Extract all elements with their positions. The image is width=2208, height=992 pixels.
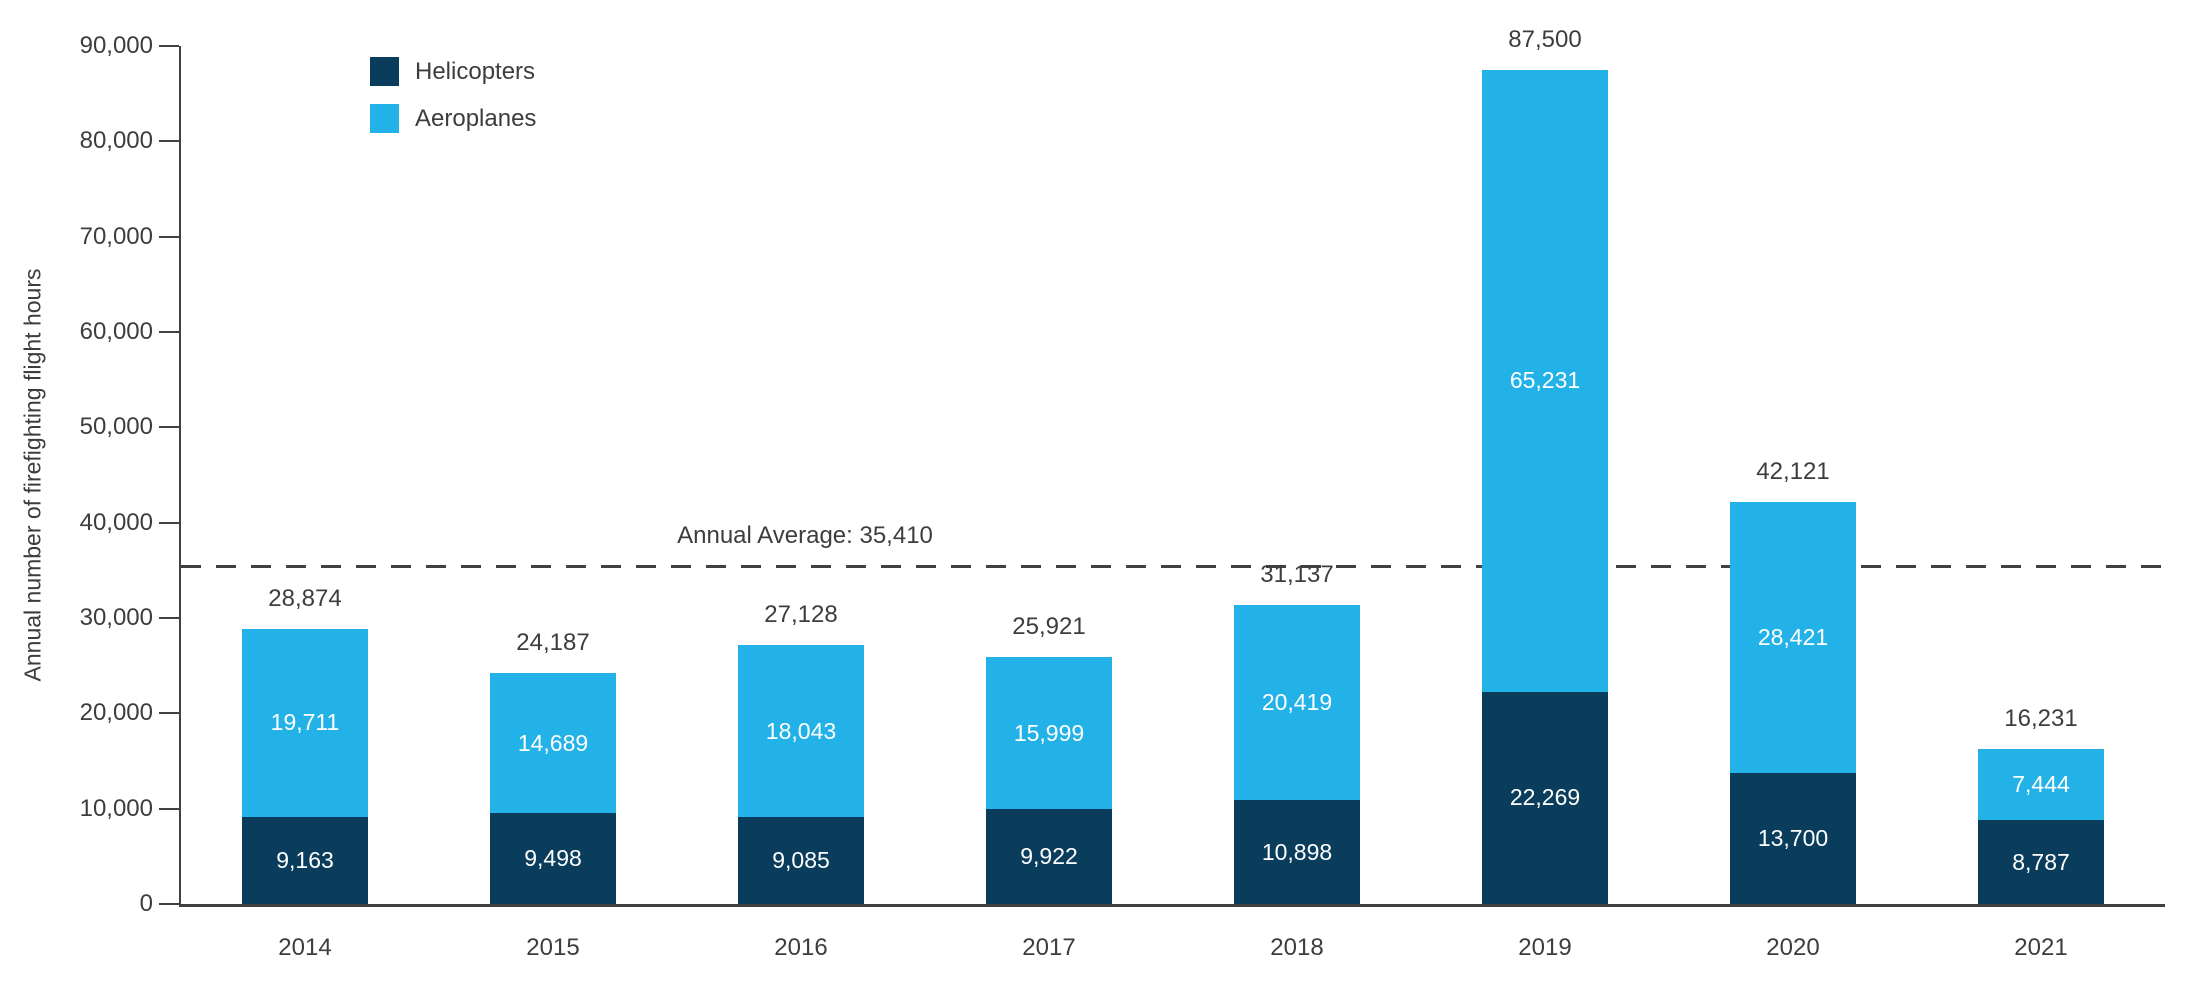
x-axis-label-2017: 2017 (1022, 934, 1076, 961)
legend-swatch-aeroplanes (370, 104, 399, 133)
bar-segment-helicopters: 22,269 (1482, 691, 1608, 904)
bar-total-label: 42,121 (1756, 458, 1830, 486)
bar-segment-helicopters: 9,085 (738, 817, 864, 904)
bar-segment-aeroplanes: 14,689 (490, 673, 616, 814)
aeroplanes-value-label: 14,689 (517, 729, 589, 756)
x-axis-label-2015: 2015 (526, 934, 580, 961)
aeroplanes-value-label: 15,999 (1013, 719, 1085, 746)
helicopters-value-label: 8,787 (2012, 848, 2070, 875)
bar-total-label: 87,500 (1508, 25, 1582, 53)
helicopters-value-label: 13,700 (1757, 825, 1829, 852)
bar-segment-aeroplanes: 19,711 (242, 628, 368, 817)
aeroplanes-value-label: 19,711 (270, 709, 340, 736)
y-tick-label: 0 (139, 890, 153, 917)
plot-area: Annual Average: 35,410 0 10,000 20,000 30,0… (80, 26, 2165, 961)
y-tick (159, 331, 179, 333)
x-axis-label-2016: 2016 (774, 934, 828, 961)
x-axis-label-2018: 2018 (1270, 934, 1324, 961)
bar-segment-helicopters: 9,498 (490, 813, 616, 904)
helicopters-value-label: 22,269 (1509, 784, 1581, 811)
helicopters-value-label: 10,898 (1261, 838, 1333, 865)
bar-2020: 28,421 13,700 (1730, 502, 1856, 904)
y-tick-label: 90,000 (79, 32, 153, 59)
bar-2019: 65,231 22,269 (1482, 69, 1608, 904)
bar-total-label: 25,921 (1012, 612, 1086, 640)
bar-segment-aeroplanes: 65,231 (1482, 69, 1608, 692)
y-tick (159, 45, 179, 47)
bar-segment-aeroplanes: 18,043 (738, 645, 864, 818)
y-tick (159, 140, 179, 143)
helicopters-value-label: 9,163 (276, 846, 334, 873)
average-line (181, 564, 2165, 568)
legend-label: Helicopters (415, 58, 536, 85)
y-tick (159, 521, 179, 524)
bar-2017: 15,999 9,922 (986, 656, 1112, 904)
aeroplanes-value-label: 18,043 (765, 717, 837, 744)
bar-segment-helicopters: 10,898 (1234, 800, 1360, 904)
x-axis-label-2021: 2021 (2014, 934, 2068, 961)
x-axis-label-2019: 2019 (1518, 934, 1572, 961)
y-tick (159, 235, 179, 238)
bar-2016: 18,043 9,085 (738, 645, 864, 904)
legend-item-helicopters: Helicopters (370, 57, 536, 86)
bar-2021: 7,444 8,787 (1978, 749, 2104, 904)
x-axis-label-2014: 2014 (278, 934, 332, 961)
y-tick (159, 426, 179, 429)
y-tick (159, 617, 179, 619)
aeroplanes-value-label: 20,419 (1261, 689, 1333, 716)
legend: Helicopters Aeroplanes (370, 57, 536, 133)
bar-total-label: 16,231 (2004, 705, 2078, 733)
y-tick (159, 903, 179, 905)
y-tick-label: 80,000 (79, 127, 153, 155)
legend-swatch-helicopters (370, 57, 399, 86)
bar-segment-helicopters: 9,163 (242, 816, 368, 904)
x-axis-label-2020: 2020 (1766, 934, 1820, 961)
helicopters-value-label: 9,498 (524, 845, 582, 872)
bar-segment-helicopters: 9,922 (986, 809, 1112, 904)
y-tick-label: 10,000 (79, 794, 153, 822)
bar-total-label: 28,874 (268, 584, 342, 612)
y-tick-label: 50,000 (79, 413, 153, 441)
y-tick (159, 712, 179, 715)
y-tick-label: 20,000 (79, 699, 153, 727)
y-tick-label: 30,000 (79, 604, 153, 631)
bar-2015: 14,689 9,498 (490, 673, 616, 904)
bar-segment-aeroplanes: 20,419 (1234, 605, 1360, 801)
y-tick-label: 60,000 (79, 318, 153, 345)
bar-total-label: 24,187 (516, 629, 590, 657)
bar-segment-aeroplanes: 7,444 (1978, 749, 2104, 821)
bar-2014: 19,711 9,163 (242, 628, 368, 904)
y-tick-label: 40,000 (79, 508, 153, 536)
y-axis-title: Annual number of firefighting flight hou… (19, 268, 46, 682)
bar-segment-helicopters: 13,700 (1730, 773, 1856, 904)
bar-total-label: 27,128 (764, 601, 838, 629)
bar-segment-aeroplanes: 28,421 (1730, 502, 1856, 774)
helicopters-value-label: 9,922 (1020, 843, 1078, 870)
legend-item-aeroplanes: Aeroplanes (370, 104, 536, 133)
legend-label: Aeroplanes (415, 105, 537, 132)
aeroplanes-value-label: 65,231 (1509, 367, 1581, 394)
aeroplanes-value-label: 7,444 (2012, 771, 2070, 798)
y-tick (159, 807, 179, 810)
helicopters-value-label: 9,085 (772, 847, 830, 874)
bar-segment-aeroplanes: 15,999 (986, 656, 1112, 810)
average-line-label: Annual Average: 35,410 (677, 522, 933, 550)
bar-total-label: 31,137 (1260, 561, 1334, 589)
bar-2018: 20,419 10,898 (1234, 605, 1360, 904)
y-tick-label: 70,000 (79, 222, 153, 250)
bar-segment-helicopters: 8,787 (1978, 820, 2104, 904)
aeroplanes-value-label: 28,421 (1757, 624, 1829, 651)
